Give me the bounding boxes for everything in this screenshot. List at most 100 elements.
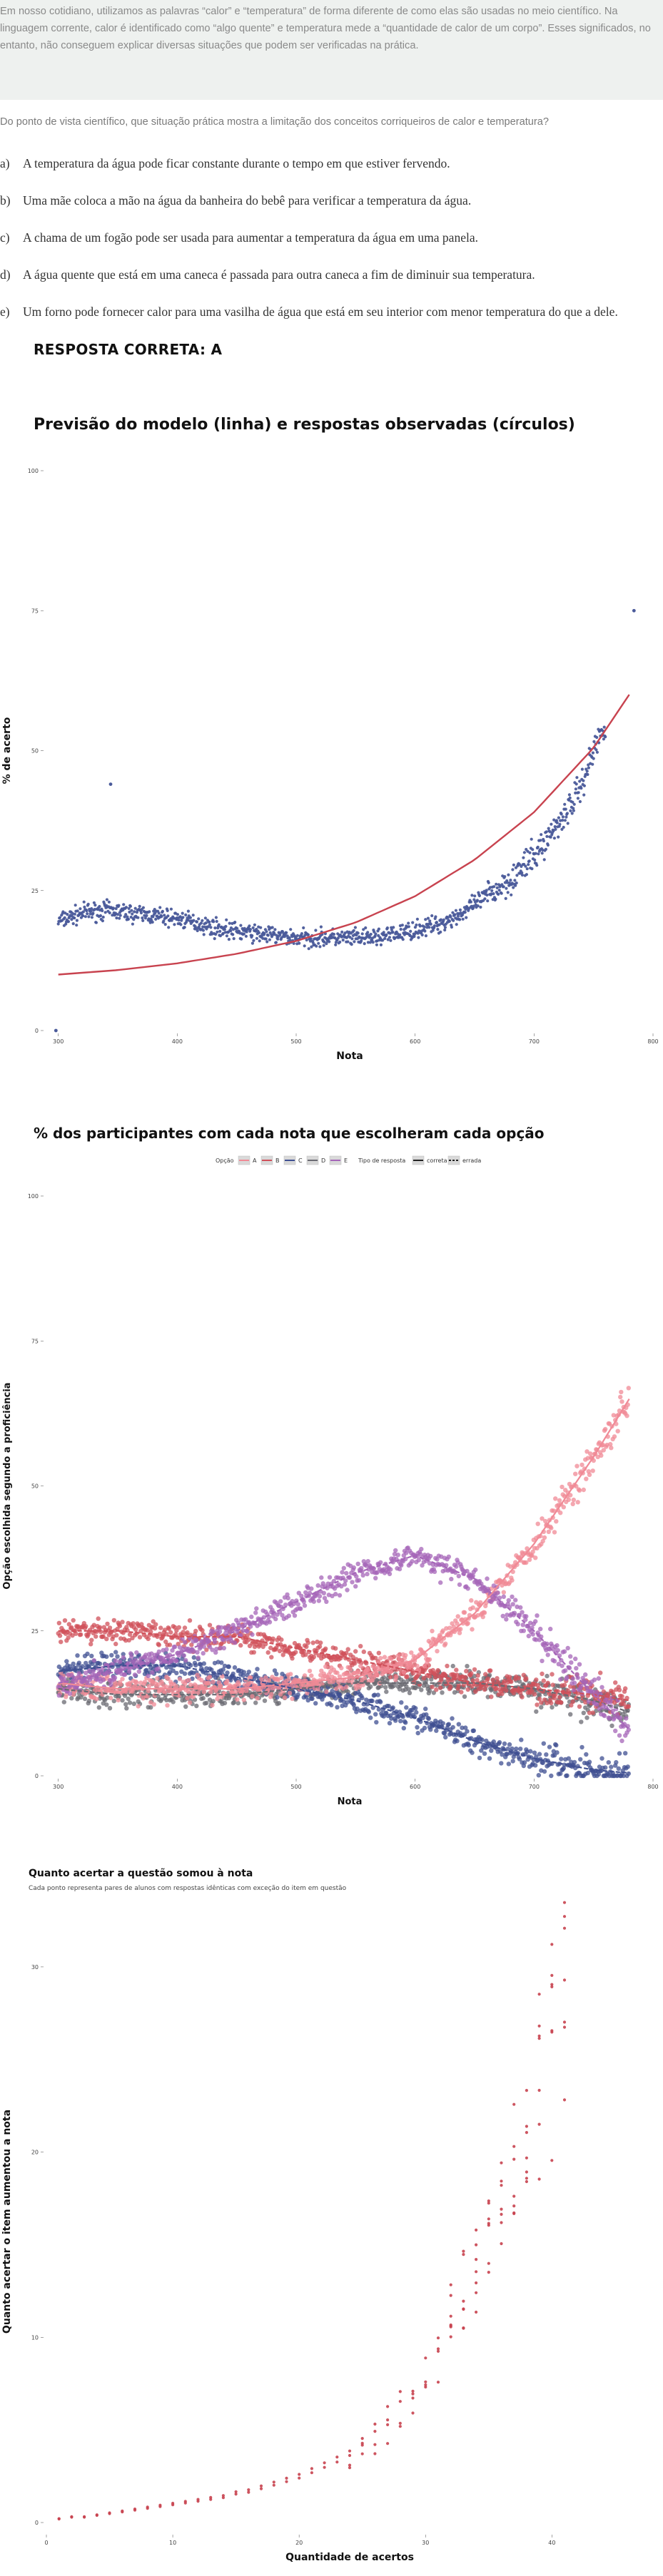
option-point — [532, 1692, 537, 1697]
option-point — [549, 1773, 554, 1779]
option-point — [378, 1700, 383, 1704]
option-letter: e) — [0, 305, 10, 319]
chart3-title: Quanto acertar a questão somou à nota — [29, 1868, 253, 1879]
option-point — [470, 1573, 475, 1578]
observed-point — [71, 922, 75, 926]
option-point — [107, 1625, 113, 1630]
gain-point — [348, 2453, 352, 2458]
observed-point — [63, 916, 66, 919]
observed-point — [151, 915, 155, 919]
observed-point — [231, 933, 235, 936]
option-point — [134, 1650, 139, 1655]
observed-point — [407, 925, 411, 929]
option-point — [188, 1662, 193, 1668]
observed-point — [562, 825, 565, 829]
option-point — [246, 1670, 251, 1675]
observed-point — [409, 929, 413, 933]
option-point — [473, 1567, 478, 1573]
option-point — [428, 1727, 433, 1732]
option-point — [480, 1615, 485, 1620]
observed-point — [555, 821, 559, 824]
option-point — [465, 1687, 470, 1692]
option-point — [321, 1590, 326, 1595]
option-point — [617, 1687, 622, 1692]
gain-point — [221, 2496, 225, 2500]
option-point — [299, 1593, 304, 1598]
option-point — [235, 1697, 240, 1702]
option-point — [465, 1568, 470, 1574]
option-point — [114, 1632, 119, 1638]
option-point — [375, 1570, 380, 1575]
option-point — [255, 1667, 260, 1672]
option-point — [259, 1677, 264, 1682]
observed-point — [289, 928, 293, 931]
observed-point — [117, 904, 121, 907]
option-point — [404, 1705, 409, 1710]
observed-point — [455, 923, 458, 926]
observed-point — [442, 918, 445, 921]
observed-point — [506, 891, 510, 894]
y-tick-label: 100 — [28, 468, 39, 474]
observed-point — [566, 822, 570, 825]
observed-point — [197, 925, 201, 929]
option-point — [210, 1647, 215, 1652]
observed-point — [250, 941, 254, 945]
gain-point — [562, 2020, 567, 2024]
option-point — [150, 1670, 155, 1675]
option-point — [168, 1630, 173, 1635]
y-axis-label: Quanto acertar o item aumentou a nota — [1, 2110, 13, 2334]
option-point — [113, 1658, 118, 1663]
option-point — [244, 1689, 249, 1694]
option-point — [101, 1677, 106, 1682]
option-point — [485, 1695, 490, 1700]
observed-point — [368, 935, 372, 939]
observed-point — [580, 767, 584, 771]
gain-point — [247, 2488, 250, 2492]
gain-point — [424, 2356, 427, 2360]
option-point — [580, 1696, 585, 1701]
option-point — [596, 1676, 601, 1681]
option-point — [520, 1610, 525, 1615]
option-point — [263, 1675, 268, 1680]
option-point — [211, 1629, 216, 1634]
option-point — [482, 1751, 487, 1756]
option-point — [624, 1716, 629, 1721]
option-point — [378, 1655, 383, 1661]
option-point — [389, 1716, 394, 1721]
option-point — [226, 1664, 231, 1670]
option-point — [545, 1652, 550, 1657]
option-point — [590, 1710, 595, 1715]
observed-point — [157, 911, 161, 915]
option-point — [333, 1646, 338, 1651]
option-point — [344, 1570, 349, 1576]
gain-point — [500, 2161, 503, 2164]
option-point — [295, 1602, 300, 1607]
option-point — [104, 1636, 109, 1642]
observed-point — [240, 937, 243, 941]
observed-point — [252, 939, 255, 942]
observed-point — [527, 863, 530, 867]
observed-point — [510, 893, 513, 896]
option-point — [193, 1628, 198, 1634]
gain-point — [525, 2089, 529, 2092]
observed-point — [552, 837, 557, 840]
option-point — [619, 1399, 624, 1404]
observed-point — [75, 919, 79, 922]
option-point — [555, 1647, 560, 1653]
gain-point — [335, 2455, 339, 2459]
option-point — [432, 1569, 437, 1574]
option-point — [211, 1680, 216, 1685]
option-point — [232, 1665, 238, 1670]
option-point — [598, 1670, 603, 1675]
gain-point — [462, 2299, 465, 2303]
observed-point — [217, 923, 221, 926]
observed-point — [632, 608, 636, 613]
option-point — [278, 1692, 283, 1697]
gain-point — [462, 2249, 465, 2253]
observed-point — [56, 922, 60, 926]
option-point — [226, 1624, 231, 1629]
option-point — [507, 1675, 512, 1680]
gain-point — [247, 2490, 250, 2494]
option-point — [174, 1670, 179, 1676]
option-point — [182, 1625, 188, 1630]
